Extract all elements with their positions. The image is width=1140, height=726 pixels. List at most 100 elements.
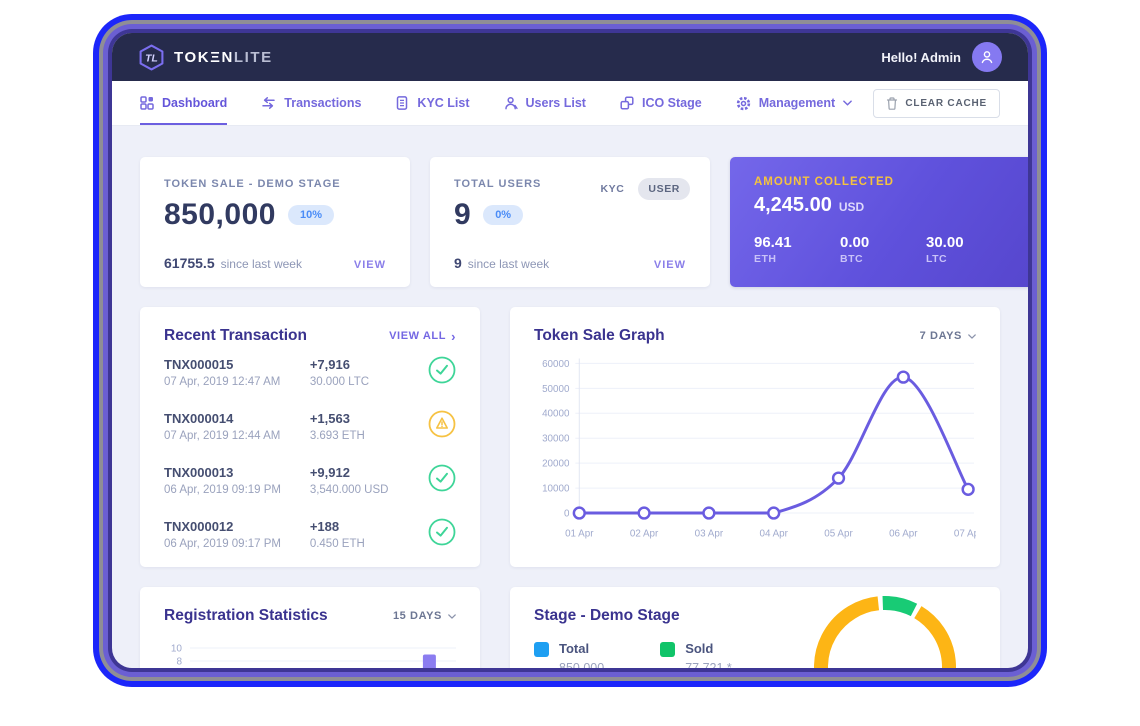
menu-item-transactions[interactable]: Transactions (261, 81, 361, 125)
check-circle-icon (428, 518, 456, 546)
token-sale-card: TOKEN SALE - DEMO STAGE 850,000 10% 6175… (140, 157, 410, 287)
brand-name: TOKΞNLITE (174, 48, 273, 66)
dashboard-content: TOKEN SALE - DEMO STAGE 850,000 10% 6175… (112, 157, 1028, 668)
registration-range-dropdown[interactable]: 15 DAYS (393, 610, 456, 622)
svg-text:06 Apr: 06 Apr (889, 529, 918, 540)
amount-collected-card: AMOUNT COLLECTED 4,245.00 USD 96.41 ETH … (730, 157, 1028, 287)
svg-text:20000: 20000 (542, 459, 570, 470)
swap-arrows-icon (262, 97, 276, 109)
token-sale-label: TOKEN SALE - DEMO STAGE (164, 178, 341, 190)
gear-icon (736, 96, 750, 110)
legend-swatch-sold (660, 642, 676, 657)
user-avatar[interactable] (972, 42, 1002, 72)
trash-icon (887, 96, 898, 110)
amount-ltc: 30.00 LTC (926, 234, 964, 265)
amount-collected-currency: USD (838, 200, 865, 214)
chevron-down-icon (448, 613, 456, 619)
token-sale-delta-caption: since last week (220, 257, 302, 271)
registration-bar-chart: 108 (171, 644, 456, 668)
check-circle-icon (428, 356, 456, 384)
stage-donut-chart (814, 596, 956, 668)
menu-item-management[interactable]: Management (736, 81, 852, 125)
svg-text:60000: 60000 (542, 359, 570, 370)
amount-eth: 96.41 ETH (754, 234, 792, 265)
hexagon-logo-icon: TL (139, 44, 164, 70)
token-sale-graph-panel: Token Sale Graph 7 DAYS 0 10000 20000 30000… (510, 307, 1000, 567)
svg-text:01 Apr: 01 Apr (565, 529, 594, 540)
total-users-delta: 9 (454, 255, 462, 271)
graph-range-dropdown[interactable]: 7 DAYS (920, 330, 976, 342)
brand-logo[interactable]: TL TOKΞNLITE (138, 44, 273, 71)
transaction-row[interactable]: TNX000014 07 Apr, 2019 12:44 AM +1,563 3.6… (164, 399, 456, 453)
toggle-option-kyc[interactable]: KYC (600, 183, 625, 195)
check-circle-icon (428, 464, 456, 492)
token-sale-delta: 61755.5 (164, 255, 215, 271)
amount-collected-value: 4,245.00 (754, 194, 832, 216)
app-window: TL TOKΞNLITE Hello! Admin (112, 33, 1028, 668)
svg-text:05 Apr: 05 Apr (824, 529, 853, 540)
menu-item-users-list[interactable]: Users List (504, 81, 586, 125)
stage-demo-title: Stage - Demo Stage (534, 607, 680, 624)
total-users-value: 9 (454, 198, 472, 231)
token-sale-graph-title: Token Sale Graph (534, 327, 665, 344)
main-menu: Dashboard Transactions (112, 81, 1028, 126)
token-sale-view-link[interactable]: VIEW (353, 259, 386, 271)
chevron-right-icon: › (451, 328, 456, 344)
total-users-label: TOTAL USERS (454, 178, 542, 190)
svg-text:50000: 50000 (542, 384, 570, 395)
document-list-icon (397, 96, 408, 110)
greeting-text: Hello! Admin (881, 49, 961, 65)
status-icon (428, 518, 456, 551)
clear-cache-button[interactable]: CLEAR CACHE (873, 88, 1000, 118)
menu-item-dashboard[interactable]: Dashboard (140, 81, 228, 125)
chevron-down-icon (968, 333, 976, 339)
svg-text:04 Apr: 04 Apr (759, 529, 788, 540)
menu-item-kyc-list[interactable]: KYC List (395, 81, 470, 125)
transaction-row[interactable]: TNX000013 06 Apr, 2019 09:19 PM +9,912 3,5… (164, 453, 456, 507)
svg-text:03 Apr: 03 Apr (695, 529, 724, 540)
status-icon (428, 410, 456, 443)
svg-text:30000: 30000 (542, 434, 570, 445)
token-sale-badge: 10% (287, 205, 334, 225)
transaction-row[interactable]: TNX000012 06 Apr, 2019 09:17 PM +188 0.450… (164, 507, 456, 561)
legend-item-total: Total 850,000 (534, 641, 604, 668)
menu-item-ico-stage[interactable]: ICO Stage (620, 81, 702, 125)
toggle-option-user[interactable]: USER (638, 178, 690, 200)
svg-text:02 Apr: 02 Apr (630, 529, 659, 540)
svg-text:0: 0 (564, 508, 570, 519)
warning-circle-icon (428, 410, 456, 438)
total-users-view-link[interactable]: VIEW (653, 259, 686, 271)
svg-text:8: 8 (176, 657, 182, 668)
amount-btc: 0.00 BTC (840, 234, 870, 265)
stage-legend: Total 850,000 Sold 77,721 * (534, 641, 976, 668)
svg-text:40000: 40000 (542, 409, 570, 420)
svg-text:07 Apr: 07 Apr (954, 529, 976, 540)
recent-transactions-panel: Recent Transaction VIEW ALL › TNX000015 0… (140, 307, 480, 567)
total-users-delta-caption: since last week (467, 257, 550, 271)
view-all-link[interactable]: VIEW ALL › (389, 328, 456, 344)
svg-text:10000: 10000 (542, 484, 570, 495)
cube-stack-icon (620, 96, 634, 110)
total-users-badge: 0% (483, 205, 524, 225)
legend-swatch-total (534, 642, 549, 657)
user-icon (981, 51, 993, 64)
grid-icon (140, 96, 154, 110)
kyc-user-toggle: KYC USER (590, 178, 690, 200)
token-sale-value: 850,000 (164, 198, 276, 231)
stage-demo-panel: Stage - Demo Stage Total 850,000 (510, 587, 1000, 668)
status-icon (428, 356, 456, 389)
total-users-card: TOTAL USERS KYC USER 9 0% 9 since last w… (430, 157, 710, 287)
chevron-down-icon (843, 100, 852, 106)
registration-statistics-panel: Registration Statistics 15 DAYS 10 8 (140, 587, 480, 668)
recent-transactions-title: Recent Transaction (164, 327, 307, 344)
status-icon (428, 464, 456, 497)
registration-statistics-title: Registration Statistics (164, 607, 328, 624)
user-icon (504, 96, 518, 110)
top-navbar: TL TOKΞNLITE Hello! Admin (112, 33, 1028, 81)
token-sale-line-chart: 0 10000 20000 30000 40000 50000 60000 01 Apr 02 … (542, 358, 976, 540)
legend-item-sold: Sold 77,721 * (660, 641, 732, 668)
transaction-row[interactable]: TNX000015 07 Apr, 2019 12:47 AM +7,916 30.… (164, 345, 456, 399)
svg-text:TL: TL (145, 53, 158, 64)
amount-collected-label: AMOUNT COLLECTED (754, 176, 894, 188)
